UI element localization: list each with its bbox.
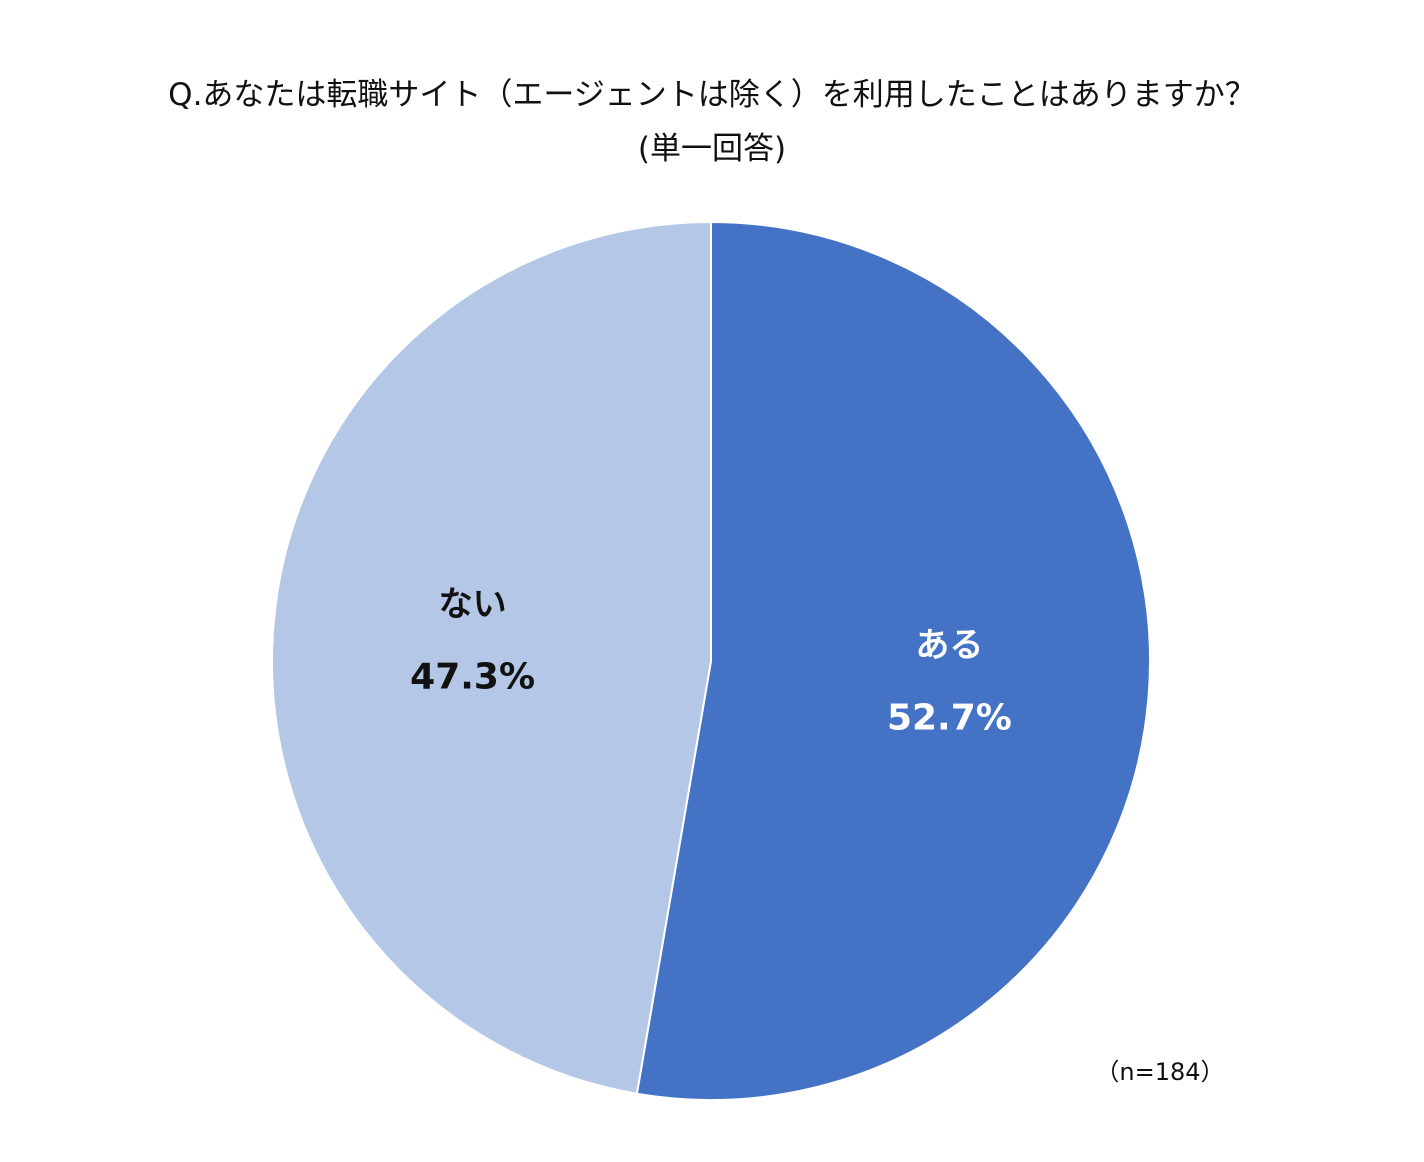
sample-size-note: （n=184） xyxy=(1095,1058,1225,1086)
slice-value-label-1: 52.7% xyxy=(887,697,1012,738)
slice-value-label-2: 47.3% xyxy=(410,657,535,698)
slice-category-label-2: ない xyxy=(439,585,507,625)
chart-subtitle: (単一回答) xyxy=(637,131,787,167)
pie-slice-1 xyxy=(635,220,1151,1101)
slice-category-label-1: ある xyxy=(915,625,983,665)
chart-title-block: Q.あなたは転職サイト（エージェントは除く）を利用したことはありますか？ (単一… xyxy=(0,68,1424,176)
chart-title: Q.あなたは転職サイト（エージェントは除く）を利用したことはありますか？ xyxy=(168,77,1256,113)
pie-slice-2 xyxy=(271,220,712,1095)
